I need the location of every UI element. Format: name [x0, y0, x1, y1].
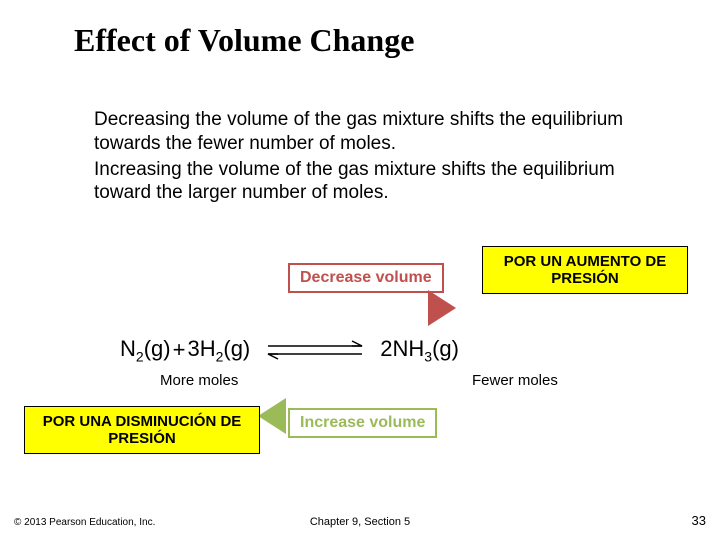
copyright: © 2013 Pearson Education, Inc.: [14, 517, 155, 528]
decrease-volume-box: Decrease volume: [288, 263, 444, 293]
body-paragraph-2: Increasing the volume of the gas mixture…: [94, 158, 660, 206]
yellow-box-aumento-text: POR UN AUMENTO DE PRESIÓN: [489, 253, 681, 288]
increase-volume-label: Increase volume: [300, 414, 425, 431]
yellow-box-aumento: POR UN AUMENTO DE PRESIÓN: [482, 246, 688, 294]
more-moles-label: More moles: [160, 372, 238, 389]
page-number: 33: [692, 513, 706, 528]
fewer-moles-label: Fewer moles: [472, 372, 558, 389]
equilibrium-arrows-icon: [260, 338, 370, 362]
eq-n2: N2(g): [120, 336, 171, 364]
equation: N2(g) + 3H2(g) 2NH3(g): [120, 336, 459, 364]
decrease-volume-label: Decrease volume: [300, 269, 432, 286]
yellow-box-disminucion: POR UNA DISMINUCIÓN DE PRESIÓN: [24, 406, 260, 454]
body-text: Decreasing the volume of the gas mixture…: [94, 108, 660, 207]
yellow-box-disminucion-text: POR UNA DISMINUCIÓN DE PRESIÓN: [31, 413, 253, 448]
footer: © 2013 Pearson Education, Inc. Chapter 9…: [14, 513, 706, 528]
eq-plus: +: [173, 337, 186, 363]
slide-title: Effect of Volume Change: [74, 22, 414, 59]
eq-3h2: 3H2(g): [187, 336, 250, 364]
increase-volume-arrow-icon: [258, 398, 286, 434]
body-paragraph-1: Decreasing the volume of the gas mixture…: [94, 108, 660, 156]
diagram-region: POR UN AUMENTO DE PRESIÓN Decrease volum…: [0, 240, 720, 460]
eq-2nh3: 2NH3(g): [380, 336, 459, 364]
chapter-section: Chapter 9, Section 5: [310, 516, 410, 528]
increase-volume-box: Increase volume: [288, 408, 437, 438]
decrease-volume-arrow-icon: [428, 290, 456, 326]
